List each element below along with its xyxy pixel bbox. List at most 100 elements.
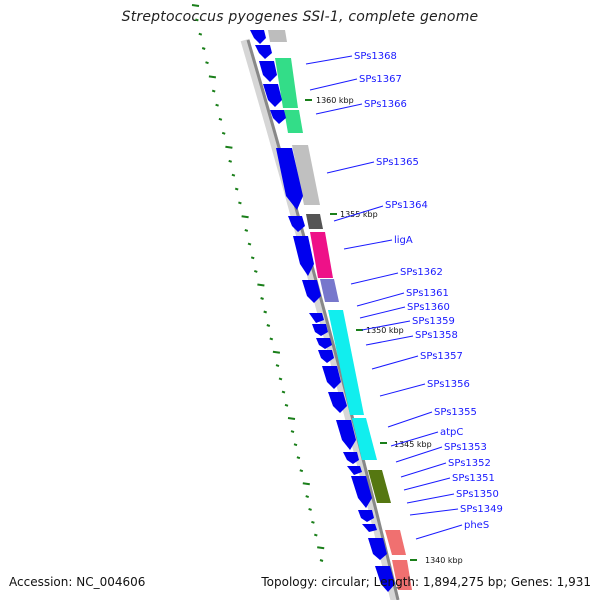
leader-liga [343, 239, 393, 250]
accession-label: Accession: NC_004606 [9, 575, 146, 589]
outer-dash [231, 173, 236, 177]
cds-arrow-12 [316, 338, 332, 349]
leader-sps1359 [361, 320, 411, 331]
outer-dash [208, 75, 217, 79]
gene-label-sps1351[interactable]: SPs1351 [452, 473, 495, 484]
outer-dash [317, 546, 325, 550]
gene-label-sps1349[interactable]: SPs1349 [460, 504, 503, 515]
leader-sps1356 [379, 383, 426, 397]
leader-sps1352 [400, 462, 447, 478]
outer-dash [302, 482, 310, 486]
gene-label-sps1361[interactable]: SPs1361 [406, 288, 449, 299]
gene-label-sps1356[interactable]: SPs1356 [427, 379, 470, 390]
outer-dash [201, 47, 206, 50]
leader-lines [305, 55, 463, 540]
outer-dash [215, 103, 219, 107]
feature-bar-sps1351 [368, 470, 391, 503]
leader-sps1351 [403, 477, 451, 491]
gene-labels: SPs1368 SPs1367 SPs1366 SPs1365 SPs1364 … [354, 51, 503, 531]
cds-arrow-19 [351, 476, 372, 508]
outer-dash [278, 377, 283, 381]
outer-dash [247, 242, 252, 246]
leader-phes [415, 524, 463, 540]
cds-arrow-2 [255, 45, 272, 59]
cds-arrow-7 [288, 216, 305, 232]
gene-label-atpc[interactable]: atpC [440, 427, 463, 438]
scale-label-1340: 1340 kbp [425, 556, 463, 565]
outer-dash [290, 430, 295, 434]
feature-bar-sps1355 [352, 418, 377, 460]
gene-label-sps1355[interactable]: SPs1355 [434, 407, 477, 418]
outer-dash [225, 145, 233, 149]
cds-arrow-14 [322, 366, 341, 389]
leader-sps1361 [356, 292, 405, 307]
backbone-line [246, 39, 400, 600]
cds-arrow-1 [250, 30, 266, 44]
outer-dash [281, 390, 286, 394]
outer-dash [205, 61, 209, 65]
cds-arrow-10 [309, 313, 324, 323]
cds-arrow-20 [358, 510, 374, 522]
scale-label-1350: 1350 kbp [366, 326, 404, 335]
cds-arrow-9 [302, 280, 321, 303]
scale-label-1360: 1360 kbp [316, 96, 354, 105]
cds-arrow-21 [362, 524, 377, 532]
page-title: Streptococcus pyogenes SSI-1, complete g… [121, 9, 479, 25]
gene-label-sps1353[interactable]: SPs1353 [444, 442, 487, 453]
outer-dash [191, 4, 200, 7]
gene-label-sps1352[interactable]: SPs1352 [448, 458, 491, 469]
topology-label: Topology: circular; Length: 1,894,275 bp… [261, 575, 591, 589]
outer-dash [311, 520, 315, 524]
outer-dash [198, 32, 203, 36]
gene-label-sps1365[interactable]: SPs1365 [376, 157, 419, 168]
gene-label-sps1358[interactable]: SPs1358 [415, 330, 458, 341]
cds-arrow-11 [312, 324, 328, 336]
leader-sps1366 [315, 103, 363, 115]
leader-sps1355 [387, 411, 433, 428]
cds-arrow-4 [263, 84, 282, 107]
outer-dashes [191, 4, 325, 562]
leader-sps1349 [409, 508, 459, 516]
gene-label-liga[interactable]: ligA [394, 235, 413, 246]
outer-dash [238, 201, 242, 205]
leader-sps1367 [309, 78, 358, 91]
outer-dash [195, 18, 199, 22]
outer-dash [228, 159, 233, 163]
gene-label-phes[interactable]: pheS [464, 520, 489, 531]
gene-label-sps1364[interactable]: SPs1364 [385, 200, 428, 211]
leader-sps1365 [326, 161, 375, 174]
outer-dash [319, 559, 324, 562]
scale-label-1355: 1355 kbp [340, 210, 378, 219]
feature-bar-sps1366 [284, 110, 303, 133]
cds-arrow-13 [318, 350, 334, 363]
leader-sps1350 [406, 493, 455, 504]
outer-dash [234, 187, 239, 191]
gene-label-sps1366[interactable]: SPs1366 [364, 99, 407, 110]
outer-dash [260, 297, 264, 300]
gene-label-sps1357[interactable]: SPs1357 [420, 351, 463, 362]
gene-label-sps1360[interactable]: SPs1360 [407, 302, 450, 313]
cds-arrow-22 [368, 538, 387, 560]
outer-dash [253, 269, 258, 273]
outer-dash [266, 324, 271, 327]
gene-label-sps1359[interactable]: SPs1359 [412, 316, 455, 327]
gene-label-sps1368[interactable]: SPs1368 [354, 51, 397, 62]
feature-bar-sps1357 [328, 310, 364, 415]
leader-sps1353 [395, 446, 443, 463]
leader-sps1362 [350, 272, 399, 285]
cds-arrow-8 [293, 236, 314, 276]
leader-sps1360 [359, 306, 406, 319]
outer-dash [221, 131, 226, 135]
outer-dash [284, 403, 289, 407]
outer-dash [299, 469, 304, 473]
outer-dash [305, 495, 310, 499]
outer-dash [257, 283, 265, 287]
cds-arrow-6 [276, 148, 303, 210]
leader-sps1357 [371, 355, 419, 370]
gene-label-sps1350[interactable]: SPs1350 [456, 489, 499, 500]
gene-label-sps1362[interactable]: SPs1362 [400, 267, 443, 278]
cds-arrow-18 [347, 466, 362, 475]
gene-label-sps1367[interactable]: SPs1367 [359, 74, 402, 85]
